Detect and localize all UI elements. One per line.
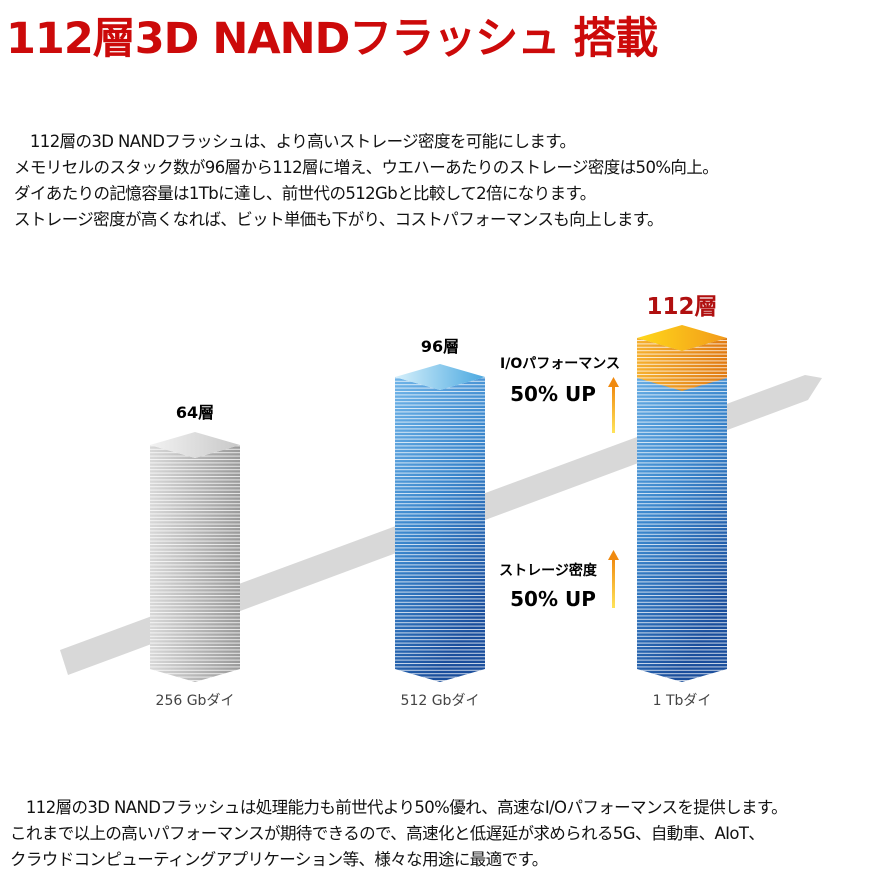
layers-label-112: 112層 <box>646 294 717 320</box>
density-up-arrow-icon <box>608 550 619 608</box>
io-performance-title: I/Oパフォーマンス <box>500 356 620 372</box>
column-112-layers-layer-stripes <box>637 338 727 682</box>
column-112-layers-top <box>637 325 727 351</box>
column-96-layers-layer-stripes <box>395 377 485 682</box>
outro-line: これまで以上の高いパフォーマンスが期待できるので、高速化と低遅延が求められる5G… <box>10 824 765 843</box>
layers-label-64: 64層 <box>176 403 214 422</box>
io-up-arrow-icon <box>608 377 619 433</box>
outro-line: クラウドコンピューティングアプリケーション等、様々な用途に最適です。 <box>10 850 548 869</box>
intro-line: ダイあたりの記憶容量は1Tbに達し、前世代の512Gbと比較して2倍になります。 <box>14 184 596 203</box>
io-performance-value: 50% UP <box>510 382 596 406</box>
outro-paragraph: 112層の3D NANDフラッシュは処理能力も前世代より50%優れ、高速なI/O… <box>10 795 788 873</box>
die-label-512: 512 Gbダイ <box>401 693 480 709</box>
die-label-256: 256 Gbダイ <box>156 693 235 709</box>
intro-line: ストレージ密度が高くなれば、ビット単価も下がり、コストパフォーマンスも向上します… <box>14 210 664 229</box>
layers-label-96: 96層 <box>421 337 459 356</box>
outro-line: 112層の3D NANDフラッシュは処理能力も前世代より50%優れ、高速なI/O… <box>10 798 788 817</box>
column-64-layers-top <box>150 432 240 458</box>
intro-paragraph: 112層の3D NANDフラッシュは、より高いストレージ密度を可能にします。 メ… <box>14 129 719 233</box>
storage-density-value: 50% UP <box>510 587 596 611</box>
storage-density-title: ストレージ密度 <box>499 562 598 579</box>
die-label-1tb: 1 Tbダイ <box>653 693 712 709</box>
page-title: 112層3D NANDフラッシュ 搭載 <box>6 14 658 64</box>
column-64-layers-layer-stripes <box>150 445 240 682</box>
intro-line: 112層の3D NANDフラッシュは、より高いストレージ密度を可能にします。 <box>14 132 576 151</box>
intro-line: メモリセルのスタック数が96層から112層に増え、ウエハーあたりのストレージ密度… <box>14 158 719 177</box>
column-96-layers-top <box>395 364 485 390</box>
